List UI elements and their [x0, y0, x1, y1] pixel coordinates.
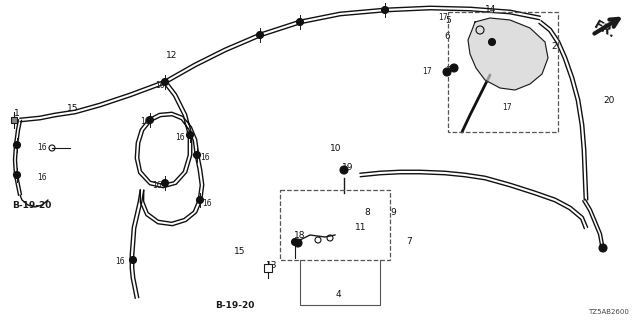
Text: 14: 14 [485, 5, 497, 14]
Bar [11, 117, 17, 123]
Text: 5: 5 [445, 16, 451, 25]
Text: 18: 18 [294, 231, 306, 240]
Circle shape [193, 151, 200, 158]
Circle shape [186, 132, 193, 139]
Text: 17: 17 [438, 13, 448, 22]
Text: 16: 16 [155, 81, 164, 90]
Circle shape [488, 38, 495, 45]
Text: 13: 13 [266, 261, 277, 270]
Text: FR.: FR. [591, 19, 618, 41]
Circle shape [443, 68, 451, 76]
Text: 16: 16 [200, 154, 210, 163]
Text: 8: 8 [365, 208, 371, 217]
Text: 17: 17 [422, 68, 432, 76]
Text: 10: 10 [330, 144, 341, 153]
Text: 16: 16 [152, 181, 162, 190]
Bar [280, 190, 390, 260]
Text: TZ5AB2600: TZ5AB2600 [588, 309, 629, 315]
Circle shape [161, 180, 168, 187]
Text: 11: 11 [355, 223, 367, 232]
Circle shape [294, 239, 302, 247]
Circle shape [13, 141, 20, 148]
Bar [264, 264, 272, 272]
Text: 2: 2 [552, 42, 557, 51]
Text: 16: 16 [115, 258, 125, 267]
Text: 15: 15 [234, 247, 245, 256]
Text: 16: 16 [37, 142, 47, 151]
Text: 6: 6 [445, 32, 451, 41]
Text: 15: 15 [67, 104, 79, 113]
Text: 1: 1 [14, 109, 20, 118]
Text: 4: 4 [336, 290, 342, 299]
Text: 12: 12 [166, 52, 178, 60]
Circle shape [147, 116, 154, 124]
Circle shape [296, 19, 303, 26]
Circle shape [291, 238, 298, 245]
Circle shape [450, 64, 458, 72]
Text: 16: 16 [37, 172, 47, 181]
Text: 16: 16 [202, 199, 212, 209]
Circle shape [13, 172, 20, 179]
Circle shape [340, 166, 348, 174]
Text: 16: 16 [140, 117, 150, 126]
Circle shape [196, 196, 204, 204]
Circle shape [257, 31, 264, 38]
Text: B-19-20: B-19-20 [12, 201, 51, 210]
Polygon shape [468, 18, 548, 90]
Text: 7: 7 [406, 237, 412, 246]
Circle shape [129, 257, 136, 263]
Text: 17: 17 [502, 103, 511, 113]
Text: B-19-20: B-19-20 [215, 300, 254, 309]
Text: 9: 9 [390, 208, 396, 217]
Bar [448, 12, 558, 132]
Text: 16: 16 [175, 132, 184, 141]
Circle shape [381, 6, 388, 13]
Circle shape [599, 244, 607, 252]
Circle shape [161, 78, 168, 85]
Text: 20: 20 [604, 96, 615, 105]
Text: 19: 19 [342, 164, 354, 172]
Text: 3: 3 [445, 66, 451, 75]
